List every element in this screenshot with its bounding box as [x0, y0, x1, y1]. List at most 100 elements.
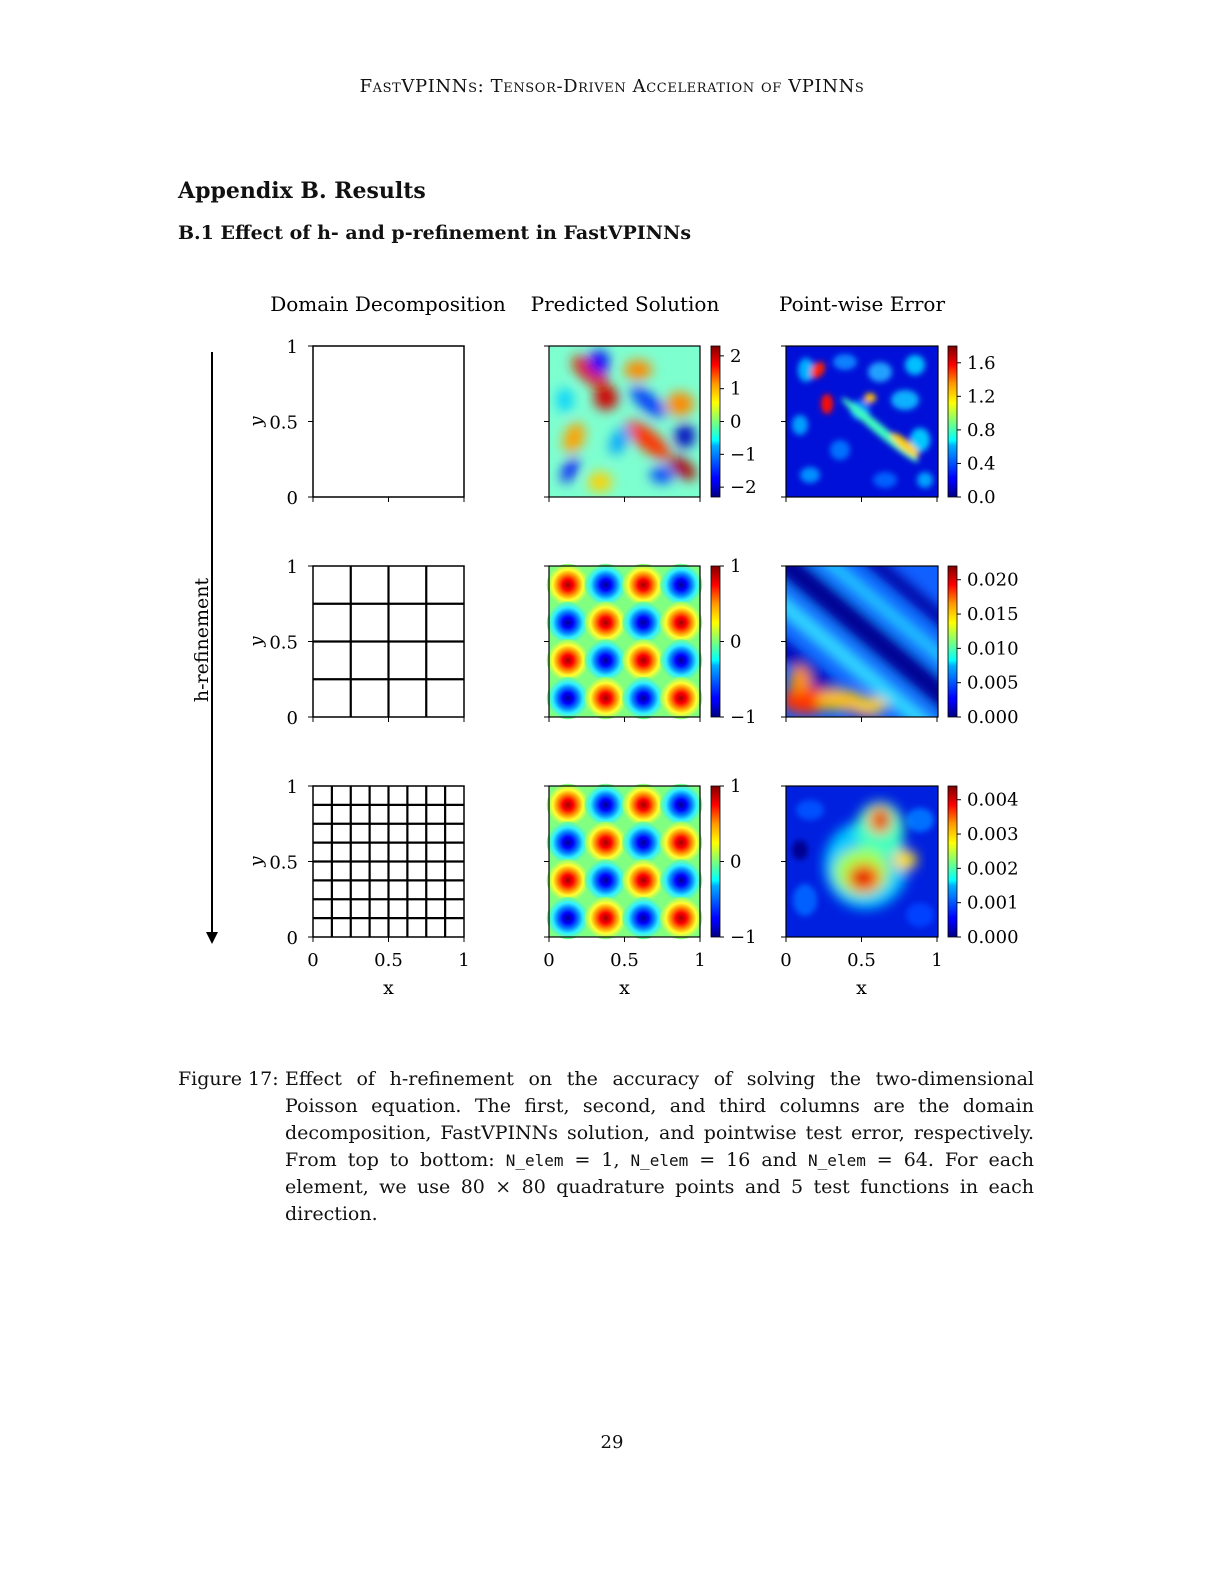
x-axis-label: x [856, 977, 867, 999]
solution-peak [659, 601, 703, 644]
error-plot-row-1 [786, 346, 938, 497]
solution-blob [588, 472, 612, 492]
colorbar-tick-label: 0.003 [967, 824, 1019, 845]
solution-trough [622, 896, 665, 940]
colorbar-tick-label: 0.004 [967, 790, 1019, 811]
solution-blob [630, 386, 666, 418]
y-tick-label: 0.5 [269, 633, 298, 654]
x-axis-label: x [619, 977, 630, 999]
colorbar-tick-label: 1.6 [967, 353, 996, 374]
colorbar-tick-label: 0.8 [967, 420, 996, 441]
y-tick-label: 0 [287, 488, 298, 509]
solution-trough [584, 563, 627, 607]
colorbar-tick-label: 0 [730, 632, 741, 653]
solution-trough [584, 639, 627, 682]
error-cell [906, 808, 934, 832]
error-cell [833, 354, 857, 370]
error-hotspot [864, 393, 876, 403]
mesh-plot-row-1 [312, 345, 465, 498]
colorbar-tick-label: 1 [730, 556, 741, 577]
caption-eq-1: = 1, [563, 1149, 631, 1171]
solution-blob [589, 350, 609, 374]
y-tick-label: 1 [287, 337, 298, 358]
colorbar-tick-label: 0.4 [967, 453, 996, 474]
solution-peak [546, 859, 590, 902]
y-tick-label: 0.5 [269, 853, 298, 874]
colorbar-tick-label: 1 [730, 379, 741, 400]
error-hotspot [876, 814, 888, 826]
solution-peak [584, 896, 627, 940]
axes: 1 0.5 0 y 1 0.5 0 y 1 0.5 0 y 0 0.5 1 x 0 0.5 1 x 0 0.5 1 x [246, 337, 943, 999]
column-title-solution: Predicted Solution [531, 292, 720, 316]
y-axis-label: y [246, 636, 267, 648]
colorbar-tick-label: 1 [730, 776, 741, 797]
error-plot-row-3 [786, 786, 938, 937]
error-cell [910, 428, 930, 452]
solution-peak [546, 783, 590, 827]
y-axis-label: y [246, 416, 267, 428]
error-cell [800, 467, 820, 483]
solution-trough [622, 601, 665, 644]
colorbar [947, 785, 958, 938]
error-band [786, 574, 938, 717]
solution-blob [563, 422, 585, 454]
h-refinement-figure: Domain Decomposition Predicted Solution … [191, 292, 1019, 999]
x-tick-label: 1 [694, 950, 705, 971]
caption-code-nelem: N_elem [505, 1151, 564, 1170]
colorbar-tick-label: 0 [730, 412, 741, 433]
error-plume [893, 850, 917, 870]
row-1 [312, 345, 939, 498]
column-title-error: Point-wise Error [779, 292, 945, 316]
x-tick-label: 0 [780, 950, 791, 971]
appendix-title: Appendix B. Results [178, 178, 426, 204]
running-head: FastVPINNs: Tensor-Driven Acceleration o… [359, 76, 865, 97]
solution-peak [622, 783, 665, 827]
colorbar-tick-label: −2 [730, 477, 757, 498]
solution-trough [622, 676, 665, 720]
error-band [786, 566, 938, 717]
caption-eq-3: = 64. For each element, we use 80 × 80 q… [285, 1149, 1035, 1225]
solution-peak [659, 821, 703, 864]
solution-blob [666, 392, 694, 416]
colorbar-tick-label: 0.000 [967, 707, 1019, 728]
solution-plot-row-1 [549, 346, 700, 497]
error-cell [830, 440, 850, 460]
solution-peak [622, 563, 665, 607]
solution-blob [561, 457, 579, 483]
colorbar [710, 785, 721, 938]
colorbar-tick-label: 1.2 [967, 386, 996, 407]
colorbar-tick-label: 2 [730, 346, 741, 367]
solution-blob [625, 420, 671, 460]
error-cell [798, 358, 814, 382]
colorbar [710, 345, 721, 498]
colorbar-tick-label: 0.015 [967, 604, 1019, 625]
colorbar-tick-label: −1 [730, 707, 757, 728]
solution-blob [669, 456, 697, 480]
section-title: B.1 Effect of h- and p-refinement in Fas… [178, 222, 692, 244]
colorbar-tick-label: 0.005 [967, 673, 1019, 694]
caption-text: Effect of h-refinement on the accuracy o… [285, 1068, 1034, 1171]
colorbar-tick-label: 0 [730, 852, 741, 873]
error-cell [792, 840, 808, 860]
x-tick-label: 0 [543, 950, 554, 971]
error-cell [891, 390, 919, 410]
error-cell [793, 884, 817, 916]
colorbar-tick-label: −1 [730, 444, 757, 465]
h-refinement-label: h-refinement [191, 578, 213, 703]
colorbar-tick-label: 0.0 [967, 487, 996, 508]
mesh-frame [312, 345, 465, 498]
solution-blob [624, 360, 652, 380]
x-tick-label: 1 [931, 950, 942, 971]
solution-trough [659, 639, 703, 682]
page-number: 29 [600, 1432, 624, 1453]
column-title-domain: Domain Decomposition [270, 292, 506, 316]
error-hotspot [854, 872, 870, 884]
solution-trough [546, 821, 590, 864]
error-plot-row-2 [786, 566, 938, 717]
solution-peak [584, 601, 627, 644]
error-cell [792, 415, 808, 435]
solution-peak [546, 639, 590, 682]
error-ridge [890, 432, 920, 458]
solution-peak [584, 676, 627, 720]
x-tick-label: 0.5 [610, 950, 639, 971]
